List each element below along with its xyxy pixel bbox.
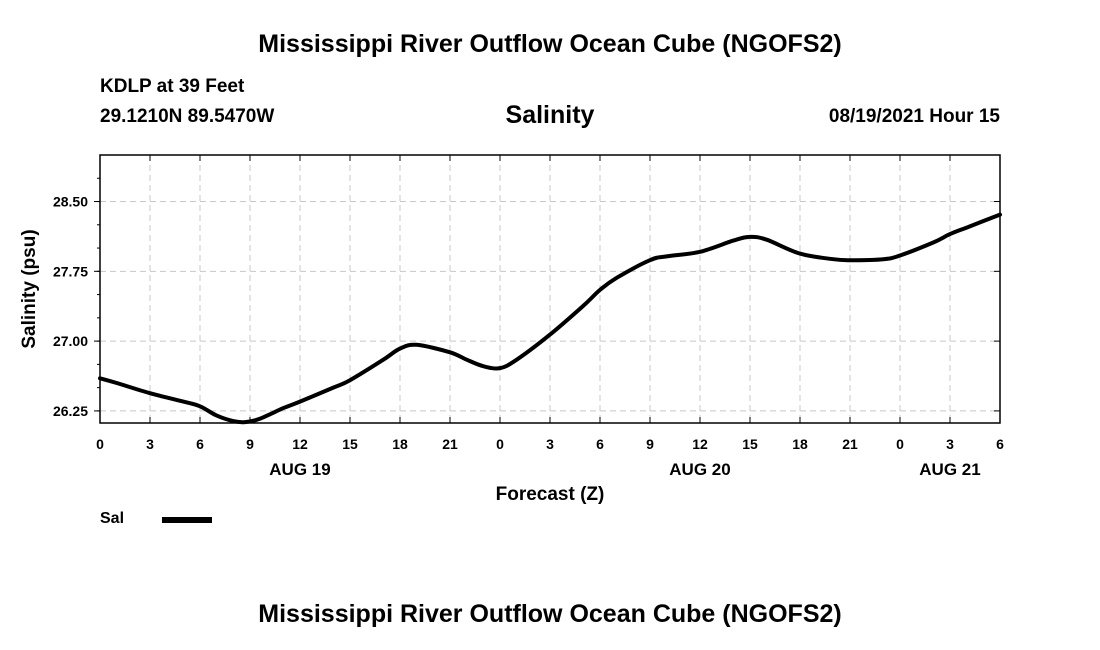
x-tick-label: 15 <box>742 436 758 452</box>
grid <box>100 155 1000 423</box>
footer-title: Mississippi River Outflow Ocean Cube (NG… <box>258 600 842 628</box>
x-tick-label: 12 <box>692 436 708 452</box>
y-tick-label: 27.75 <box>53 263 88 279</box>
x-tick-label: 9 <box>646 436 654 452</box>
plot-frame <box>99 154 1001 424</box>
x-tick-label: 15 <box>342 436 358 452</box>
x-tick-label: 0 <box>896 436 904 452</box>
x-tick-label: 6 <box>196 436 204 452</box>
x-tick-label: 21 <box>842 436 858 452</box>
x-tick-label: 9 <box>246 436 254 452</box>
legend-label: Sal <box>100 510 125 527</box>
variable-title: Salinity <box>505 101 595 129</box>
x-tick-label: 21 <box>442 436 458 452</box>
y-axis: 26.25 27.00 27.75 28.50 <box>53 177 1000 419</box>
date-label: AUG 21 <box>919 460 980 479</box>
date-label: AUG 19 <box>269 460 330 479</box>
chart-title: Mississippi River Outflow Ocean Cube (NG… <box>258 30 842 58</box>
x-tick-label: 3 <box>946 436 954 452</box>
datetime-label: 08/19/2021 Hour 15 <box>828 106 1000 127</box>
x-tick-label: 6 <box>996 436 1004 452</box>
coordinates-label: 29.1210N 89.5470W <box>100 106 275 127</box>
x-axis: 0 3 6 9 12 15 18 21 0 3 6 9 12 15 18 21 0 3 6 AUG 19 AUG 20 A… <box>96 155 1004 479</box>
y-axis-label: Salinity (psu) <box>19 229 40 348</box>
y-tick-label: 26.25 <box>53 403 88 419</box>
x-tick-label: 18 <box>392 436 408 452</box>
x-tick-label: 0 <box>496 436 504 452</box>
x-tick-label: 6 <box>596 436 604 452</box>
date-label: AUG 20 <box>669 460 730 479</box>
y-tick-label: 27.00 <box>53 333 88 349</box>
x-tick-label: 0 <box>96 436 104 452</box>
x-tick-label: 18 <box>792 436 808 452</box>
x-tick-label: 3 <box>546 436 554 452</box>
station-label: KDLP at 39 Feet <box>100 76 245 97</box>
x-axis-label: Forecast (Z) <box>496 484 605 505</box>
x-tick-label: 12 <box>292 436 308 452</box>
x-tick-label: 3 <box>146 436 154 452</box>
y-tick-label: 28.50 <box>53 194 88 210</box>
salinity-series-line <box>98 212 1002 425</box>
